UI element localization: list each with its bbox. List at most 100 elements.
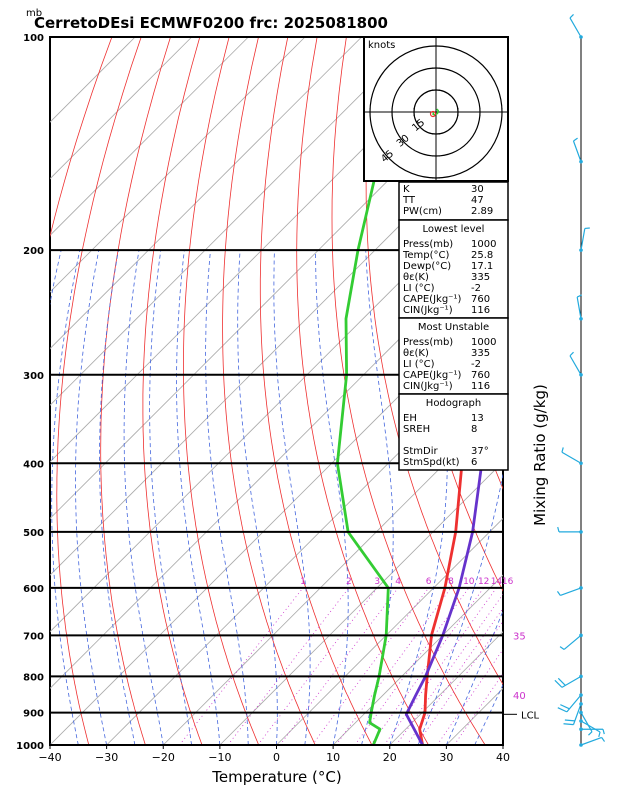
index-value: 1000 xyxy=(471,239,496,250)
wind-barb xyxy=(561,675,582,688)
indices-table: K 30 TT 47 PW(cm) 2.89 Lowest level Press(mb) 10… xyxy=(398,181,509,471)
mixing-ratio-label: 1 xyxy=(300,577,306,587)
mixing-ratio-label: 4 xyxy=(395,577,401,587)
dry-adiabat xyxy=(492,37,503,205)
wind-barb-base xyxy=(579,35,583,39)
index-label: Press(mb) xyxy=(403,337,453,348)
wind-barb-base xyxy=(579,461,583,466)
wind-barb-flag xyxy=(556,591,561,596)
mixing-ratio-label: 10 xyxy=(463,577,475,587)
wind-barb xyxy=(580,736,602,746)
index-label: K xyxy=(403,184,410,195)
wind-barb-base xyxy=(579,586,583,590)
index-value: 37° xyxy=(471,446,489,457)
dry-adiabat xyxy=(142,37,203,745)
index-label: CIN(Jkg⁻¹) xyxy=(403,381,453,392)
mixing-ratio-line xyxy=(395,593,503,745)
hodograph-storm-motion xyxy=(429,110,437,118)
index-value: 6 xyxy=(471,457,477,468)
isotherm xyxy=(50,37,419,406)
x-tick-label: 20 xyxy=(383,751,397,764)
index-label: Dewp(°C) xyxy=(403,261,451,272)
mixing-ratio-label: 16 xyxy=(502,577,514,587)
x-tick-label: −10 xyxy=(208,751,231,764)
mixing-ratio-label: 6 xyxy=(426,577,432,587)
index-label: CAPE(Jkg⁻¹) xyxy=(403,370,461,381)
index-value: 13 xyxy=(471,413,484,424)
hodograph-indices-box xyxy=(398,393,509,471)
index-value: 47 xyxy=(471,195,484,206)
hodograph-indices-header: Hodograph xyxy=(426,398,481,409)
index-label: Temp(°C) xyxy=(402,250,450,261)
wind-barb xyxy=(569,355,582,376)
wind-profile xyxy=(554,13,606,747)
wind-barb-flag xyxy=(576,294,582,298)
isotherm xyxy=(50,234,503,689)
wind-barb-flag xyxy=(602,729,605,735)
wind-barb-flag xyxy=(573,137,578,142)
lowest-level-header: Lowest level xyxy=(423,224,485,235)
dry-adiabat xyxy=(183,37,260,745)
index-value: 8 xyxy=(471,424,477,435)
wind-barb xyxy=(572,140,582,162)
index-label: CAPE(Jkg⁻¹) xyxy=(403,294,461,305)
index-value: -2 xyxy=(471,359,481,370)
wind-barb-flag xyxy=(569,13,574,19)
index-label: TT xyxy=(402,195,416,206)
moist-adiabat xyxy=(51,250,81,745)
mixing-ratio-line xyxy=(383,587,497,745)
isotherm xyxy=(162,404,503,745)
moist-adiabat xyxy=(502,744,503,745)
most-unstable-header: Most Unstable xyxy=(418,322,489,333)
moist-adiabat xyxy=(123,250,164,745)
y-tick-label: 600 xyxy=(23,584,44,595)
index-value: -2 xyxy=(471,283,481,294)
x-tick-label: 0 xyxy=(273,751,280,764)
y-tick-label: 900 xyxy=(23,709,44,720)
index-label: LI (°C) xyxy=(403,283,435,294)
index-value: 30 xyxy=(471,184,484,195)
moist-adiabat xyxy=(176,250,221,745)
wind-barb-flag xyxy=(557,677,566,686)
index-label: LI (°C) xyxy=(403,359,435,370)
wind-barb-base xyxy=(579,710,583,715)
isotherm xyxy=(50,37,193,180)
x-tick-label: 10 xyxy=(326,751,340,764)
index-label: SREH xyxy=(403,424,430,435)
isotherm xyxy=(50,178,503,633)
wind-barb-base xyxy=(579,727,583,732)
x-axis-label: Temperature (°C) xyxy=(211,768,341,786)
isotherm xyxy=(50,37,306,293)
isotherm xyxy=(219,461,503,745)
wind-barb xyxy=(580,720,601,733)
isotherm xyxy=(50,37,362,350)
index-value: 335 xyxy=(471,348,490,359)
dry-adiabat xyxy=(100,37,171,745)
dry-adiabat xyxy=(296,37,429,745)
index-value: 1000 xyxy=(471,337,496,348)
wind-barb-flag xyxy=(554,679,563,688)
wind-barb-base xyxy=(579,316,583,321)
mixing-ratio-line xyxy=(453,672,503,745)
dry-adiabat xyxy=(552,37,618,745)
isotherm xyxy=(276,517,503,745)
wind-barb-flag xyxy=(564,719,575,722)
moist-adiabat xyxy=(149,250,192,745)
wind-barb xyxy=(580,228,586,251)
lowest-level-box xyxy=(398,219,509,319)
index-value: 25.8 xyxy=(471,250,493,261)
y-tick-label: 100 xyxy=(23,33,44,44)
mixing-ratio-axis-label: Mixing Ratio (g/kg) xyxy=(531,384,549,526)
wind-barb xyxy=(563,634,582,650)
theta-e-label: 35 xyxy=(513,631,526,642)
x-tick-label: −30 xyxy=(95,751,118,764)
wind-barb-base xyxy=(579,674,583,679)
y-tick-label: 400 xyxy=(23,459,44,470)
index-label: EH xyxy=(403,413,417,424)
wind-barb-flag xyxy=(598,731,601,738)
moist-adiabat xyxy=(75,250,107,745)
index-value: 335 xyxy=(471,272,490,283)
isotherm xyxy=(50,37,476,463)
index-value: 760 xyxy=(471,370,490,381)
